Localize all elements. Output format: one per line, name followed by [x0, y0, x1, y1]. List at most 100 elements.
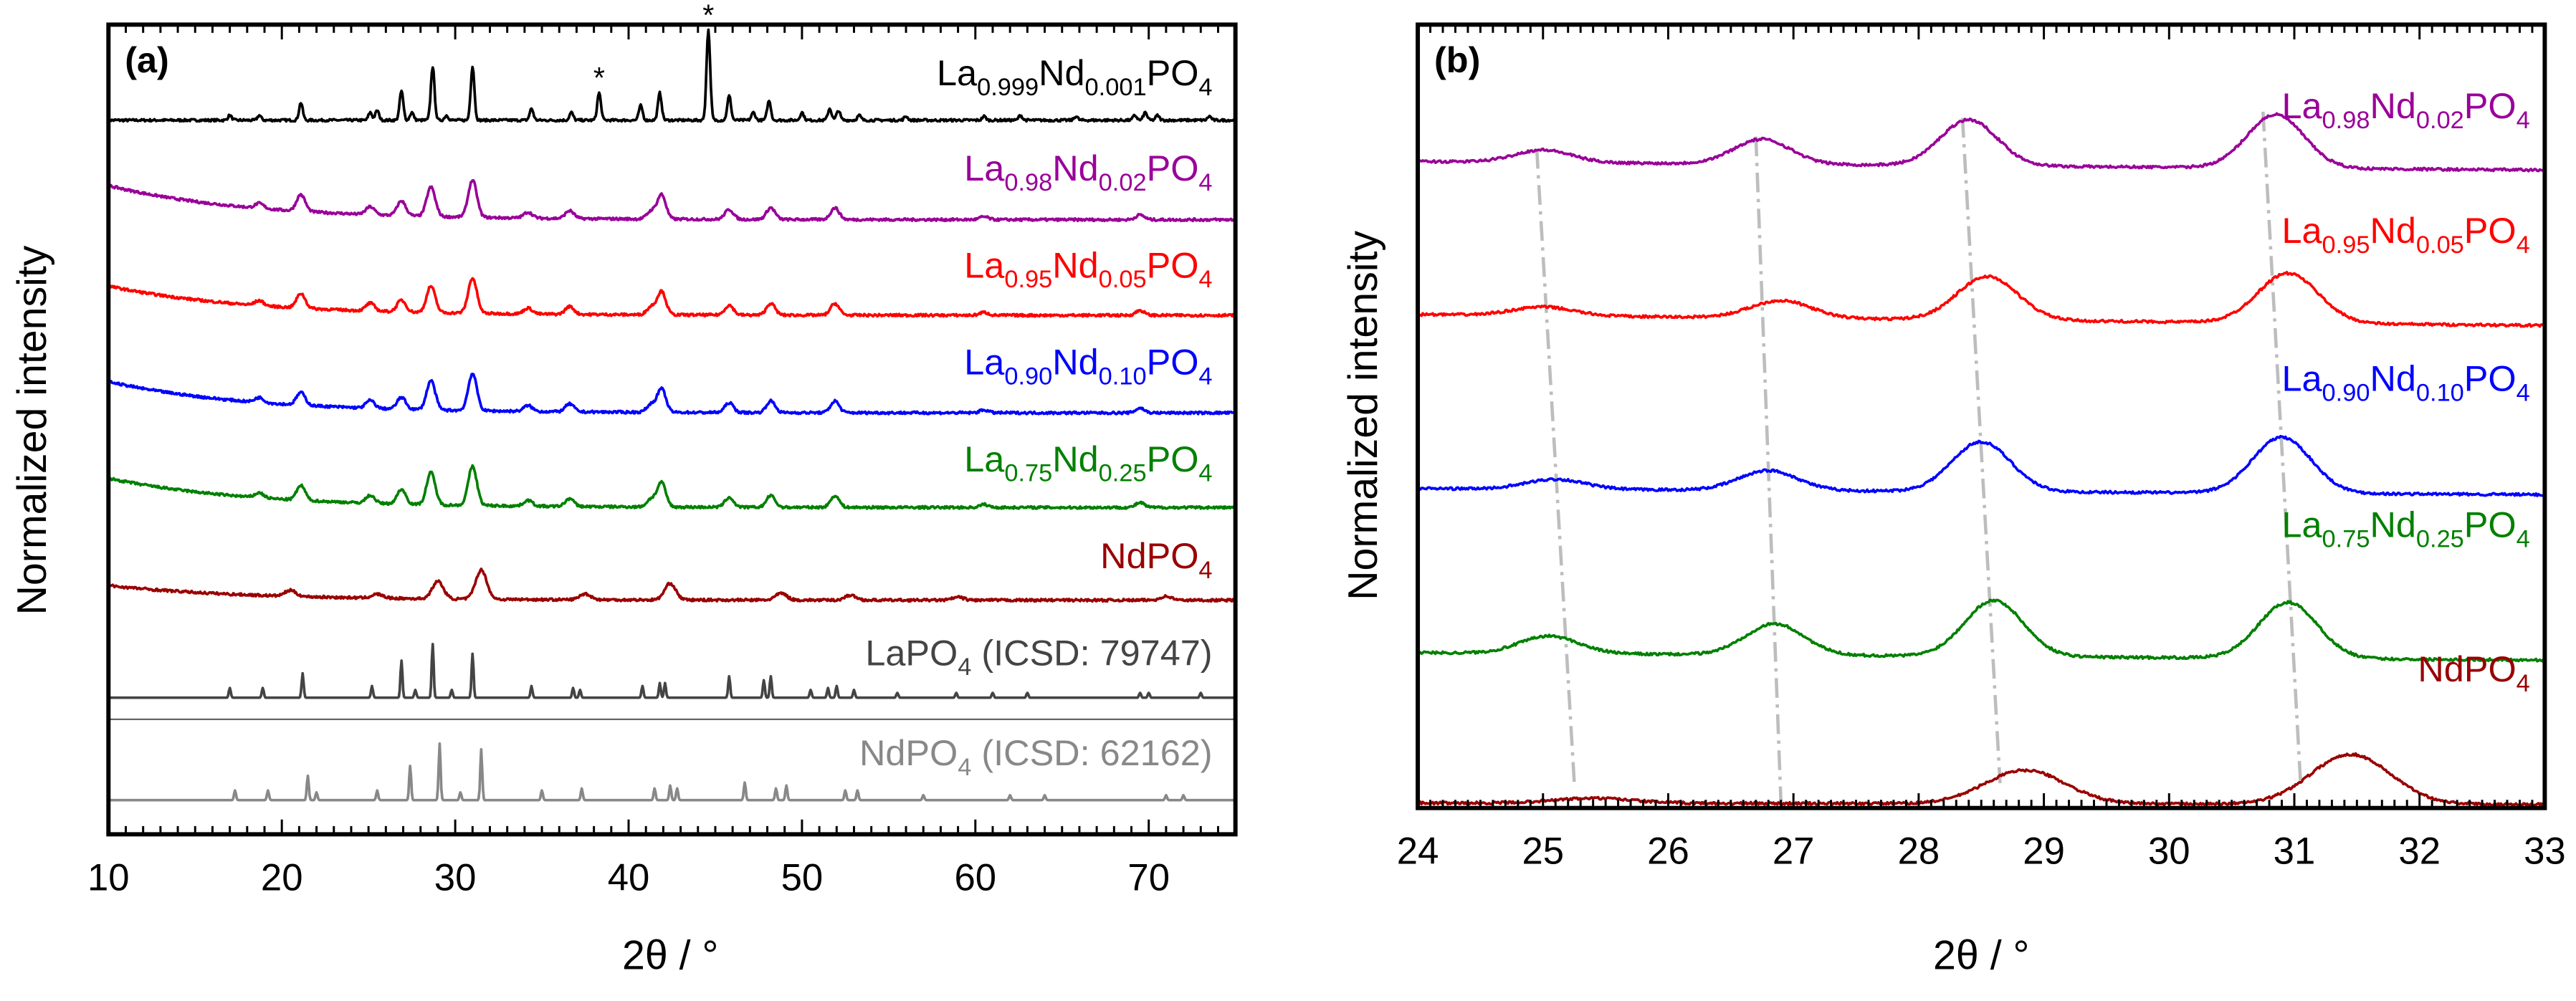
label-text: La — [964, 244, 1005, 285]
label-subscript: 4 — [1198, 460, 1212, 487]
impurity-peak-marker: * — [702, 0, 714, 32]
label-subscript: 0.02 — [1099, 169, 1147, 196]
label-subscript: 0.05 — [1099, 266, 1147, 293]
series-label: La0.90Nd0.10PO4 — [2281, 358, 2529, 407]
x-tick-label: 31 — [2274, 830, 2316, 873]
label-text: (ICSD: 79747) — [971, 632, 1212, 673]
series-label: La0.75Nd0.25PO4 — [2281, 504, 2529, 552]
x-tick-label: 32 — [2398, 830, 2441, 873]
plot-frame-a — [106, 22, 1238, 837]
label-text: PO — [2464, 358, 2517, 399]
label-text: Nd — [2370, 504, 2415, 545]
x-tick-label: 70 — [1127, 856, 1170, 899]
label-text: NdPO — [2418, 648, 2516, 689]
label-text: La — [964, 342, 1005, 383]
impurity-peak-marker: * — [593, 62, 605, 95]
series-label: NdPO4 — [1100, 535, 1212, 584]
label-subscript: 0.75 — [1004, 460, 1052, 487]
series-trace — [108, 567, 1237, 603]
x-tick-label: 10 — [87, 856, 130, 899]
label-text: PO — [2464, 85, 2517, 126]
label-text: La — [937, 52, 978, 93]
x-tick-label: 29 — [2023, 830, 2065, 873]
x-tick-label: 30 — [434, 856, 477, 899]
series-label: La0.98Nd0.02PO4 — [2281, 85, 2529, 134]
label-subscript: 0.98 — [1004, 169, 1052, 196]
label-subscript: 0.999 — [977, 74, 1039, 101]
label-text: Nd — [1052, 342, 1098, 383]
series-label: LaPO4 (ICSD: 79747) — [865, 632, 1212, 681]
series-trace — [1416, 112, 2545, 173]
series-trace — [107, 373, 1237, 416]
label-subscript: 4 — [958, 754, 971, 781]
series-trace — [1417, 752, 2546, 807]
label-text: La — [2281, 210, 2322, 251]
label-text: Nd — [2370, 358, 2415, 399]
label-text: Nd — [1052, 439, 1098, 479]
label-text: PO — [1147, 342, 1199, 383]
series-trace — [108, 179, 1236, 223]
x-tick-label: 33 — [2524, 830, 2566, 873]
label-subscript: 4 — [1198, 557, 1212, 584]
series-label: La0.90Nd0.10PO4 — [964, 342, 1212, 391]
series-label: NdPO4 — [2418, 648, 2529, 697]
label-text: PO — [1147, 439, 1199, 479]
label-subscript: 0.05 — [2416, 231, 2464, 259]
label-subscript: 4 — [2517, 231, 2530, 259]
label-subscript: 0.001 — [1085, 74, 1147, 101]
peak-shift-guide-line — [1960, 118, 2002, 784]
y-axis-label-b: Normalized intensity — [1340, 231, 1386, 600]
peak-shift-guide-line — [2261, 111, 2303, 784]
label-subscript: 0.95 — [2322, 231, 2370, 259]
x-tick-label: 24 — [1397, 830, 1439, 873]
panel-a: ** La0.999Nd0.001PO4La0.98Nd0.02PO4La0.9… — [9, 0, 1238, 978]
label-text: NdPO — [859, 732, 958, 773]
series-trace — [107, 464, 1236, 510]
label-text: La — [2281, 85, 2322, 126]
panel-label-b: (b) — [1434, 39, 1480, 80]
x-tick-label: 40 — [608, 856, 650, 899]
label-subscript: 0.98 — [2322, 107, 2370, 134]
label-text: PO — [1147, 52, 1199, 93]
label-text: Nd — [1052, 244, 1098, 285]
label-text: La — [2281, 504, 2322, 545]
label-subscript: 0.90 — [2322, 379, 2370, 406]
peak-shift-guide-line — [1754, 136, 1783, 803]
label-subscript: 4 — [1198, 363, 1212, 390]
panel-label-a: (a) — [125, 39, 169, 80]
label-text: Nd — [2370, 210, 2415, 251]
label-text: NdPO — [1100, 535, 1198, 576]
label-subscript: 4 — [2517, 379, 2530, 406]
label-subscript: 4 — [1198, 169, 1212, 196]
peak-shift-guide-line — [1535, 148, 1576, 784]
label-text: La — [964, 148, 1005, 188]
series-trace — [1417, 598, 2545, 663]
x-axis-label-b: 2θ / ° — [1933, 932, 2029, 978]
x-tick-label: 25 — [1522, 830, 1564, 873]
label-subscript: 4 — [1198, 74, 1212, 101]
x-tick-label: 27 — [1773, 830, 1815, 873]
label-text: La — [2281, 358, 2322, 399]
label-subscript: 0.90 — [1004, 363, 1052, 390]
series-trace — [107, 28, 1236, 123]
x-tick-label: 30 — [2148, 830, 2190, 873]
x-tick-label: 28 — [1898, 830, 1940, 873]
label-subscript: 4 — [958, 653, 971, 681]
series-trace — [108, 643, 1236, 699]
label-text: LaPO — [865, 632, 958, 673]
series-label: La0.95Nd0.05PO4 — [2281, 210, 2529, 259]
label-text: La — [964, 439, 1005, 479]
label-subscript: 0.75 — [2322, 525, 2370, 552]
x-axis-label-a: 2θ / ° — [622, 932, 718, 978]
label-subscript: 0.25 — [2416, 525, 2464, 552]
label-subscript: 4 — [2517, 670, 2530, 697]
label-subscript: 4 — [2517, 525, 2530, 552]
x-tick-label: 60 — [954, 856, 996, 899]
x-tick-label: 50 — [781, 856, 824, 899]
x-tick-label: 20 — [261, 856, 303, 899]
label-subscript: 4 — [2517, 107, 2530, 134]
label-text: PO — [2464, 210, 2517, 251]
series-trace — [1416, 270, 2546, 328]
label-text: PO — [2464, 504, 2517, 545]
